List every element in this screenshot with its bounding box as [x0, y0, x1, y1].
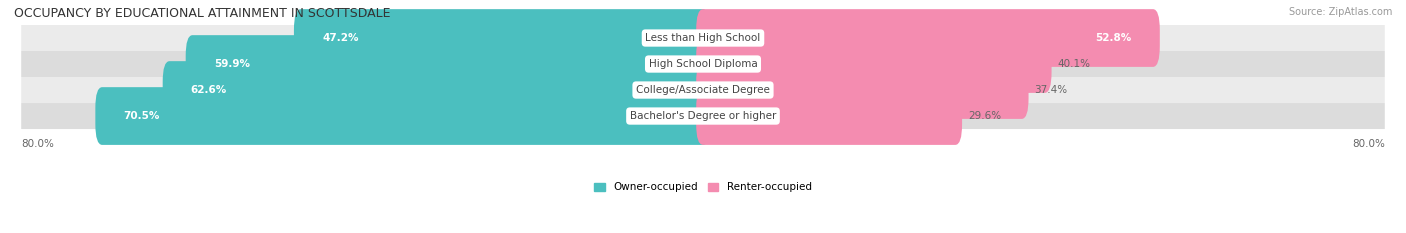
FancyBboxPatch shape — [696, 35, 1052, 93]
Text: 70.5%: 70.5% — [124, 111, 160, 121]
Text: 52.8%: 52.8% — [1095, 33, 1132, 43]
FancyBboxPatch shape — [163, 61, 710, 119]
Text: 37.4%: 37.4% — [1035, 85, 1067, 95]
Text: 29.6%: 29.6% — [969, 111, 1001, 121]
Text: 62.6%: 62.6% — [191, 85, 226, 95]
FancyBboxPatch shape — [96, 87, 710, 145]
Text: OCCUPANCY BY EDUCATIONAL ATTAINMENT IN SCOTTSDALE: OCCUPANCY BY EDUCATIONAL ATTAINMENT IN S… — [14, 7, 391, 20]
Text: 80.0%: 80.0% — [21, 139, 53, 149]
Text: 80.0%: 80.0% — [1353, 139, 1385, 149]
Text: College/Associate Degree: College/Associate Degree — [636, 85, 770, 95]
Text: Bachelor's Degree or higher: Bachelor's Degree or higher — [630, 111, 776, 121]
Text: 59.9%: 59.9% — [214, 59, 250, 69]
Text: 40.1%: 40.1% — [1057, 59, 1091, 69]
FancyBboxPatch shape — [21, 25, 1385, 51]
FancyBboxPatch shape — [21, 103, 1385, 129]
Text: Less than High School: Less than High School — [645, 33, 761, 43]
Text: 47.2%: 47.2% — [322, 33, 359, 43]
FancyBboxPatch shape — [294, 9, 710, 67]
FancyBboxPatch shape — [21, 51, 1385, 77]
FancyBboxPatch shape — [696, 87, 962, 145]
Text: High School Diploma: High School Diploma — [648, 59, 758, 69]
FancyBboxPatch shape — [21, 77, 1385, 103]
FancyBboxPatch shape — [696, 9, 1160, 67]
Text: Source: ZipAtlas.com: Source: ZipAtlas.com — [1288, 7, 1392, 17]
Legend: Owner-occupied, Renter-occupied: Owner-occupied, Renter-occupied — [591, 178, 815, 196]
FancyBboxPatch shape — [696, 61, 1029, 119]
FancyBboxPatch shape — [186, 35, 710, 93]
